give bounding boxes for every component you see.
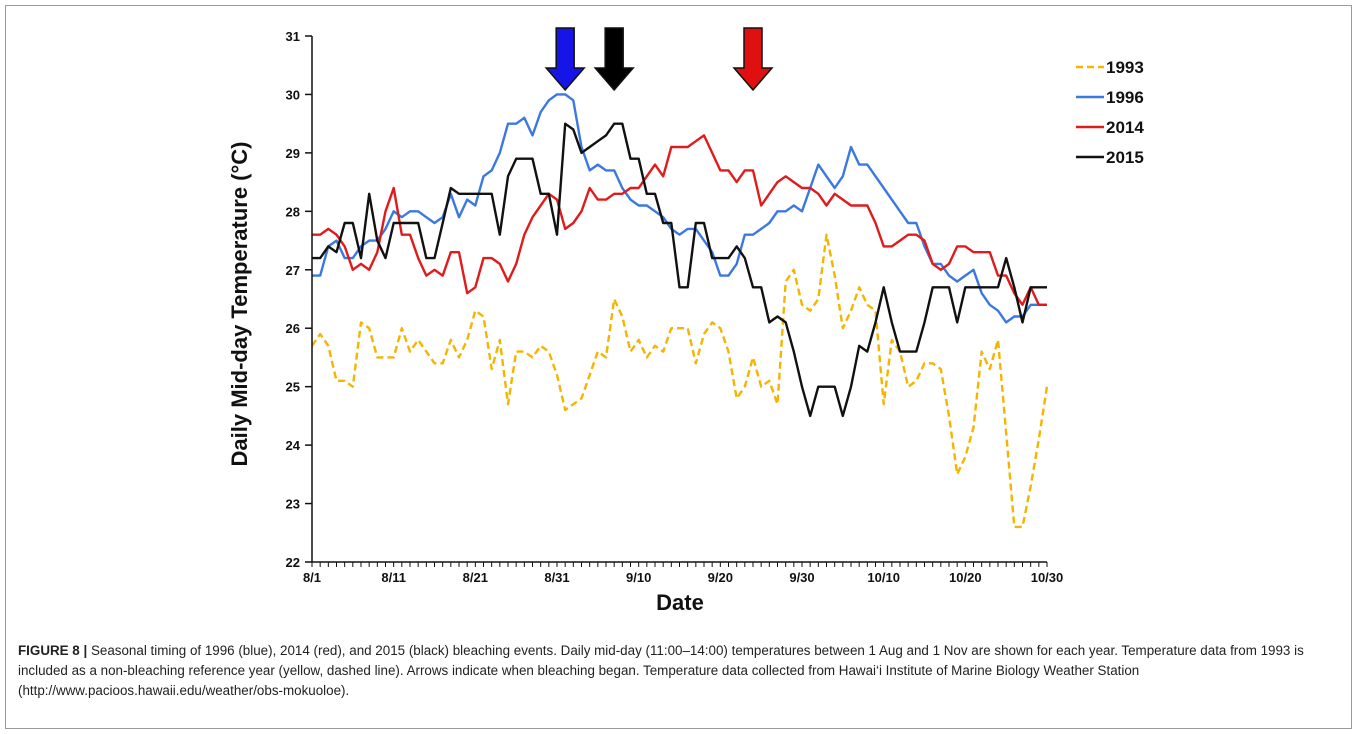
series-line-2014 — [312, 134, 1047, 306]
x-tick-label: 10/10 — [867, 570, 900, 585]
x-tick-label: 9/30 — [789, 570, 814, 585]
x-tick-label: 8/31 — [544, 570, 569, 585]
caption-label: FIGURE 8 | — [18, 643, 88, 658]
x-tick-label: 10/30 — [1031, 570, 1064, 585]
figure-caption: FIGURE 8 | Seasonal timing of 1996 (blue… — [18, 641, 1336, 701]
bleaching-arrow-2 — [593, 27, 635, 92]
axes: 22 23 24 25 26 27 28 29 30 31 8/1 8/11 8/21 8/31 9/10 9… — [286, 29, 1064, 585]
temperature-line-chart: 22 23 24 25 26 27 28 29 30 31 8/1 8/11 8/21 8/31 9/10 9… — [227, 27, 1144, 615]
series-line-1996 — [312, 93, 1047, 324]
legend-label-1993: 1993 — [1106, 58, 1144, 77]
legend-label-2015: 2015 — [1106, 148, 1144, 167]
x-axis-title: Date — [656, 590, 704, 615]
x-tick-label: 10/20 — [949, 570, 982, 585]
x-tick-label: 8/1 — [303, 570, 321, 585]
x-tick-label: 9/10 — [626, 570, 651, 585]
bleaching-arrow-1 — [544, 27, 586, 92]
y-tick-label: 28 — [286, 204, 300, 219]
series-lines — [311, 93, 1049, 529]
figure-frame — [5, 5, 1352, 729]
y-tick-label: 26 — [286, 321, 300, 336]
x-tick-label: 8/11 — [381, 570, 406, 585]
y-tick-label: 29 — [286, 146, 300, 161]
y-axis-title: Daily Mid-day Temperature (°C) — [227, 141, 252, 466]
y-tick-label: 27 — [286, 263, 300, 278]
bleaching-arrow-3 — [732, 27, 774, 92]
y-tick-label: 30 — [286, 87, 300, 102]
legend: 1993 1996 2014 2015 — [1076, 58, 1144, 167]
series-line-2015 — [312, 122, 1047, 418]
legend-label-2014: 2014 — [1106, 118, 1144, 137]
caption-text: Seasonal timing of 1996 (blue), 2014 (re… — [18, 643, 1304, 698]
x-tick-label: 8/21 — [463, 570, 488, 585]
x-tick-label: 9/20 — [708, 570, 733, 585]
y-tick-label: 22 — [286, 555, 300, 570]
y-tick-label: 24 — [286, 438, 301, 453]
series-line-1993 — [311, 233, 1049, 529]
y-tick-label: 31 — [286, 29, 300, 44]
y-tick-label: 25 — [286, 380, 300, 395]
legend-label-1996: 1996 — [1106, 88, 1144, 107]
bleaching-arrows — [544, 27, 774, 92]
y-tick-label: 23 — [286, 497, 300, 512]
